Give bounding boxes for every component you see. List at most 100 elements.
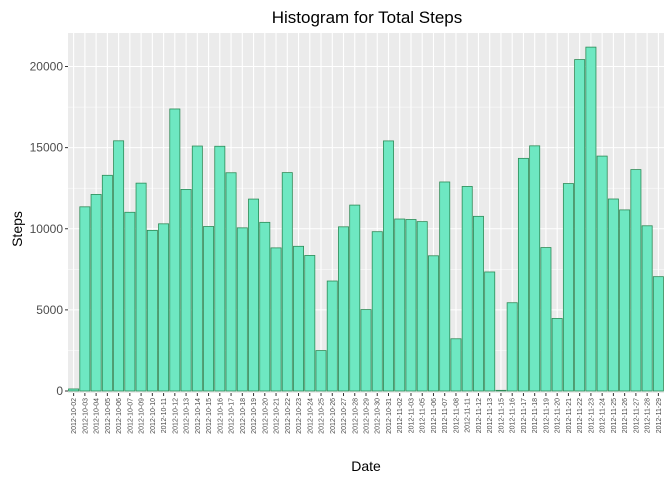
bar (371, 231, 383, 392)
x-tick-label: 2012-11-29 (656, 398, 663, 433)
bar (158, 223, 170, 392)
x-tick-label: 2012-10-27 (341, 398, 348, 434)
y-tick-label: 15000 (30, 141, 64, 155)
bar (281, 172, 293, 392)
bar (79, 206, 91, 392)
x-tick-label: 2012-10-24 (307, 398, 314, 434)
bar (596, 155, 608, 392)
bar (236, 227, 248, 392)
x-tick-label: 2012-11-17 (521, 398, 528, 433)
x-tick-label: 2012-10-25 (319, 398, 326, 434)
bar (101, 174, 113, 392)
x-tick-label: 2012-11-12 (476, 398, 483, 433)
bar (652, 276, 664, 392)
x-tick-label: 2012-11-25 (611, 398, 618, 433)
x-tick-label: 2012-11-07 (442, 398, 449, 433)
bar (439, 181, 451, 392)
x-tick-label: 2012-11-28 (645, 398, 652, 433)
bar (383, 140, 394, 392)
bar (607, 198, 619, 392)
bar (293, 245, 304, 392)
x-tick-label: 2012-10-29 (364, 398, 371, 434)
x-tick-label: 2012-10-26 (330, 398, 337, 434)
x-tick-label: 2012-11-05 (420, 398, 427, 433)
x-tick-label: 2012-11-13 (487, 398, 494, 433)
x-tick-label: 2012-11-16 (510, 398, 517, 433)
x-tick-label: 2012-11-26 (622, 398, 629, 433)
bar (585, 46, 597, 392)
x-tick-label: 2012-10-18 (240, 398, 247, 434)
bar (416, 221, 428, 392)
x-tick-label: 2012-11-18 (532, 398, 539, 433)
x-tick-label: 2012-10-12 (172, 398, 179, 434)
x-axis: 2012-10-02 2012-10-03 2012-10-04 2012-10-05… (71, 393, 663, 434)
bar (349, 204, 361, 392)
bar (203, 226, 215, 392)
bar (619, 209, 631, 392)
y-tick-label: 10000 (30, 222, 64, 236)
bar (517, 157, 529, 392)
x-tick-label: 2012-11-19 (543, 398, 550, 433)
x-tick-label: 2012-10-31 (386, 398, 393, 434)
bar (562, 183, 574, 392)
bar (495, 389, 507, 392)
x-tick-label: 2012-11-06 (431, 398, 438, 433)
x-tick-label: 2012-10-05 (105, 398, 112, 434)
x-tick-label: 2012-10-04 (94, 398, 101, 434)
bar (259, 221, 271, 392)
x-tick-label: 2012-11-27 (633, 398, 640, 433)
x-tick-label: 2012-10-03 (82, 398, 89, 434)
bar (135, 182, 147, 392)
x-tick-label: 2012-10-02 (71, 398, 78, 434)
bar (124, 211, 136, 392)
bar (146, 229, 158, 392)
x-tick-label: 2012-11-23 (588, 398, 595, 433)
x-tick-label: 2012-10-14 (195, 398, 202, 434)
x-tick-label: 2012-10-23 (296, 398, 303, 434)
bar (90, 194, 102, 392)
x-tick-label: 2012-11-02 (397, 398, 404, 433)
bar (574, 59, 586, 392)
bar (394, 218, 406, 392)
x-tick-label: 2012-11-15 (498, 398, 505, 433)
bar (113, 140, 125, 392)
x-tick-label: 2012-11-11 (465, 398, 472, 433)
x-tick-label: 2012-10-11 (161, 398, 168, 433)
bar (270, 247, 282, 392)
bars (68, 46, 664, 392)
chart-title: Histogram for Total Steps (272, 8, 463, 27)
bar (191, 145, 203, 392)
bar (630, 169, 642, 392)
x-tick-label: 2012-10-30 (375, 398, 382, 434)
bar (484, 271, 496, 392)
y-axis-title: Steps (9, 211, 25, 247)
x-tick-label: 2012-10-16 (217, 398, 224, 434)
x-tick-label: 2012-10-06 (116, 398, 123, 434)
bar (472, 215, 484, 392)
x-tick-label: 2012-11-20 (555, 398, 562, 433)
bar (326, 280, 338, 392)
x-tick-label: 2012-10-22 (285, 398, 292, 434)
bar (551, 318, 563, 392)
x-tick-label: 2012-11-22 (577, 398, 584, 433)
bar (169, 108, 181, 392)
x-tick-label: 2012-10-10 (150, 398, 157, 434)
bar (641, 225, 653, 392)
x-tick-label: 2012-10-20 (262, 398, 269, 434)
bar (225, 172, 237, 392)
x-tick-label: 2012-10-21 (274, 398, 281, 434)
x-tick-label: 2012-11-08 (453, 398, 460, 433)
x-tick-label: 2012-10-09 (139, 398, 146, 434)
bar (68, 388, 80, 392)
x-tick-label: 2012-10-13 (184, 398, 191, 434)
bar (450, 338, 462, 392)
bar (461, 186, 473, 392)
bar (304, 255, 316, 392)
bar (248, 198, 260, 392)
bar (180, 188, 192, 392)
x-tick-label: 2012-10-17 (229, 398, 236, 434)
x-axis-title: Date (351, 458, 381, 474)
x-tick-label: 2012-10-28 (352, 398, 359, 434)
x-tick-label: 2012-11-24 (600, 398, 607, 433)
